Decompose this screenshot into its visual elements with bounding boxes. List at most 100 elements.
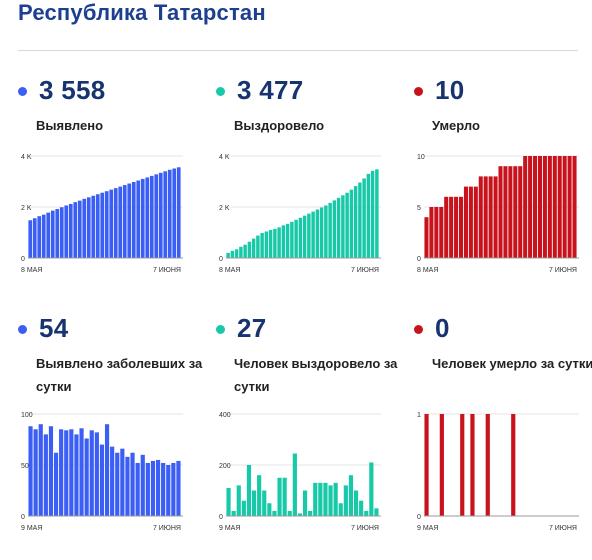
chart-bar	[302, 215, 307, 258]
chart-bar	[336, 197, 341, 258]
chart-bar	[294, 219, 298, 258]
chart-bar	[364, 510, 369, 516]
chart-bar	[513, 166, 518, 258]
chart-bar	[125, 456, 130, 516]
chart-bar	[109, 189, 114, 258]
chart-bar	[547, 156, 552, 258]
chart-bar	[483, 176, 488, 258]
chart-bar	[166, 465, 171, 516]
chart-bar	[523, 156, 528, 258]
stat-label: Умерло	[432, 118, 480, 133]
chart-bar	[562, 156, 567, 258]
chart-bar	[50, 210, 55, 258]
stat-card: 54 Выявлено заболевших за сутки 0 50 100 9 МА…	[18, 310, 208, 560]
stat-label: Человек умерло за сутки	[432, 356, 592, 371]
chart-bar	[53, 452, 59, 516]
chart-bar	[268, 229, 273, 258]
header-divider	[18, 50, 578, 51]
y-tick-label: 2 K	[21, 205, 32, 212]
y-tick-label: 0	[417, 514, 421, 521]
chart-bar	[243, 244, 247, 258]
chart-bar	[145, 177, 150, 258]
stat-card: 3 477 Выздоровело 0 2 K 4 K 8 МАЯ 7 ИЮНЯ	[216, 72, 406, 322]
chart-bar	[307, 213, 311, 258]
chart-bar	[110, 446, 115, 516]
chart-bar	[345, 192, 349, 258]
chart-bar	[343, 485, 348, 516]
x-tick-label-start: 8 МАЯ	[219, 267, 240, 274]
chart-bar	[256, 235, 260, 258]
chart-bar	[439, 414, 444, 516]
x-tick-label-start: 8 МАЯ	[417, 267, 438, 274]
chart-bar	[104, 191, 109, 258]
chart-bar	[262, 490, 267, 516]
chart-bar	[328, 485, 333, 516]
chart-bar	[236, 485, 241, 516]
bar-chart: 0 2 K 4 K 8 МАЯ 7 ИЮНЯ	[219, 154, 381, 274]
y-tick-label: 100	[21, 412, 33, 419]
y-tick-label: 4 K	[21, 154, 32, 161]
chart-bar	[463, 186, 468, 258]
chart-bar	[130, 452, 135, 516]
chart-bar	[285, 223, 290, 258]
chart-bar	[150, 460, 156, 516]
chart-bar	[478, 176, 483, 258]
chart-bar	[41, 214, 46, 258]
chart-bar	[38, 424, 43, 516]
chart-bar	[226, 487, 231, 516]
stat-label: Человек выздоровело за сутки	[234, 356, 398, 394]
chart-bar	[28, 220, 33, 258]
y-tick-label: 200	[219, 463, 231, 470]
chart-bar	[104, 424, 110, 516]
stat-label: Выявлено	[36, 118, 104, 133]
chart-bar	[68, 203, 73, 258]
chart-bar	[508, 166, 513, 258]
chart-bar	[277, 477, 282, 516]
chart-bar	[64, 430, 69, 516]
stat-value-row: 10	[414, 72, 465, 108]
chart-bar	[64, 205, 69, 258]
chart-bar	[369, 462, 374, 516]
stat-value-row: 0	[414, 310, 450, 346]
chart-bar	[353, 186, 358, 258]
chart-bar	[43, 434, 48, 516]
chart-bar	[308, 510, 313, 516]
legend-dot-icon	[18, 324, 27, 334]
chart-bar	[37, 216, 42, 258]
chart-bar	[348, 475, 354, 516]
x-tick-label-end: 7 ИЮНЯ	[549, 267, 577, 274]
chart-bar	[115, 452, 120, 516]
chart-bar	[176, 460, 181, 516]
chart-bar	[149, 175, 154, 258]
chart-bar	[163, 171, 168, 258]
chart-bar	[424, 217, 429, 258]
stat-value: 54	[39, 312, 69, 343]
chart-bar	[429, 207, 434, 258]
chart-bar	[315, 209, 320, 258]
y-tick-label: 0	[21, 514, 25, 521]
chart-bar	[145, 462, 150, 516]
stat-card: 27 Человек выздоровело за сутки 0 200 400 9 М…	[216, 310, 406, 560]
legend-dot-icon	[18, 86, 27, 96]
chart-bar	[290, 221, 294, 258]
chart-bar	[572, 156, 577, 258]
chart-bar	[94, 432, 99, 516]
y-tick-label: 1	[417, 412, 421, 419]
chart-bar	[161, 462, 166, 516]
chart-bar	[349, 189, 354, 258]
chart-bar	[155, 459, 161, 516]
chart-bar	[281, 225, 286, 258]
chart-bar	[140, 454, 145, 516]
chart-bar	[84, 438, 89, 516]
chart-bar	[493, 176, 498, 258]
chart-bar	[458, 196, 464, 258]
chart-bar	[318, 482, 323, 516]
chart-bar	[230, 250, 235, 258]
stat-value: 27	[237, 312, 267, 343]
chart-bar	[272, 510, 277, 516]
chart-bar	[468, 186, 473, 258]
chart-bar	[267, 503, 272, 516]
chart-bar	[332, 200, 337, 258]
chart-bar	[86, 197, 91, 258]
chart-bar	[89, 430, 94, 516]
